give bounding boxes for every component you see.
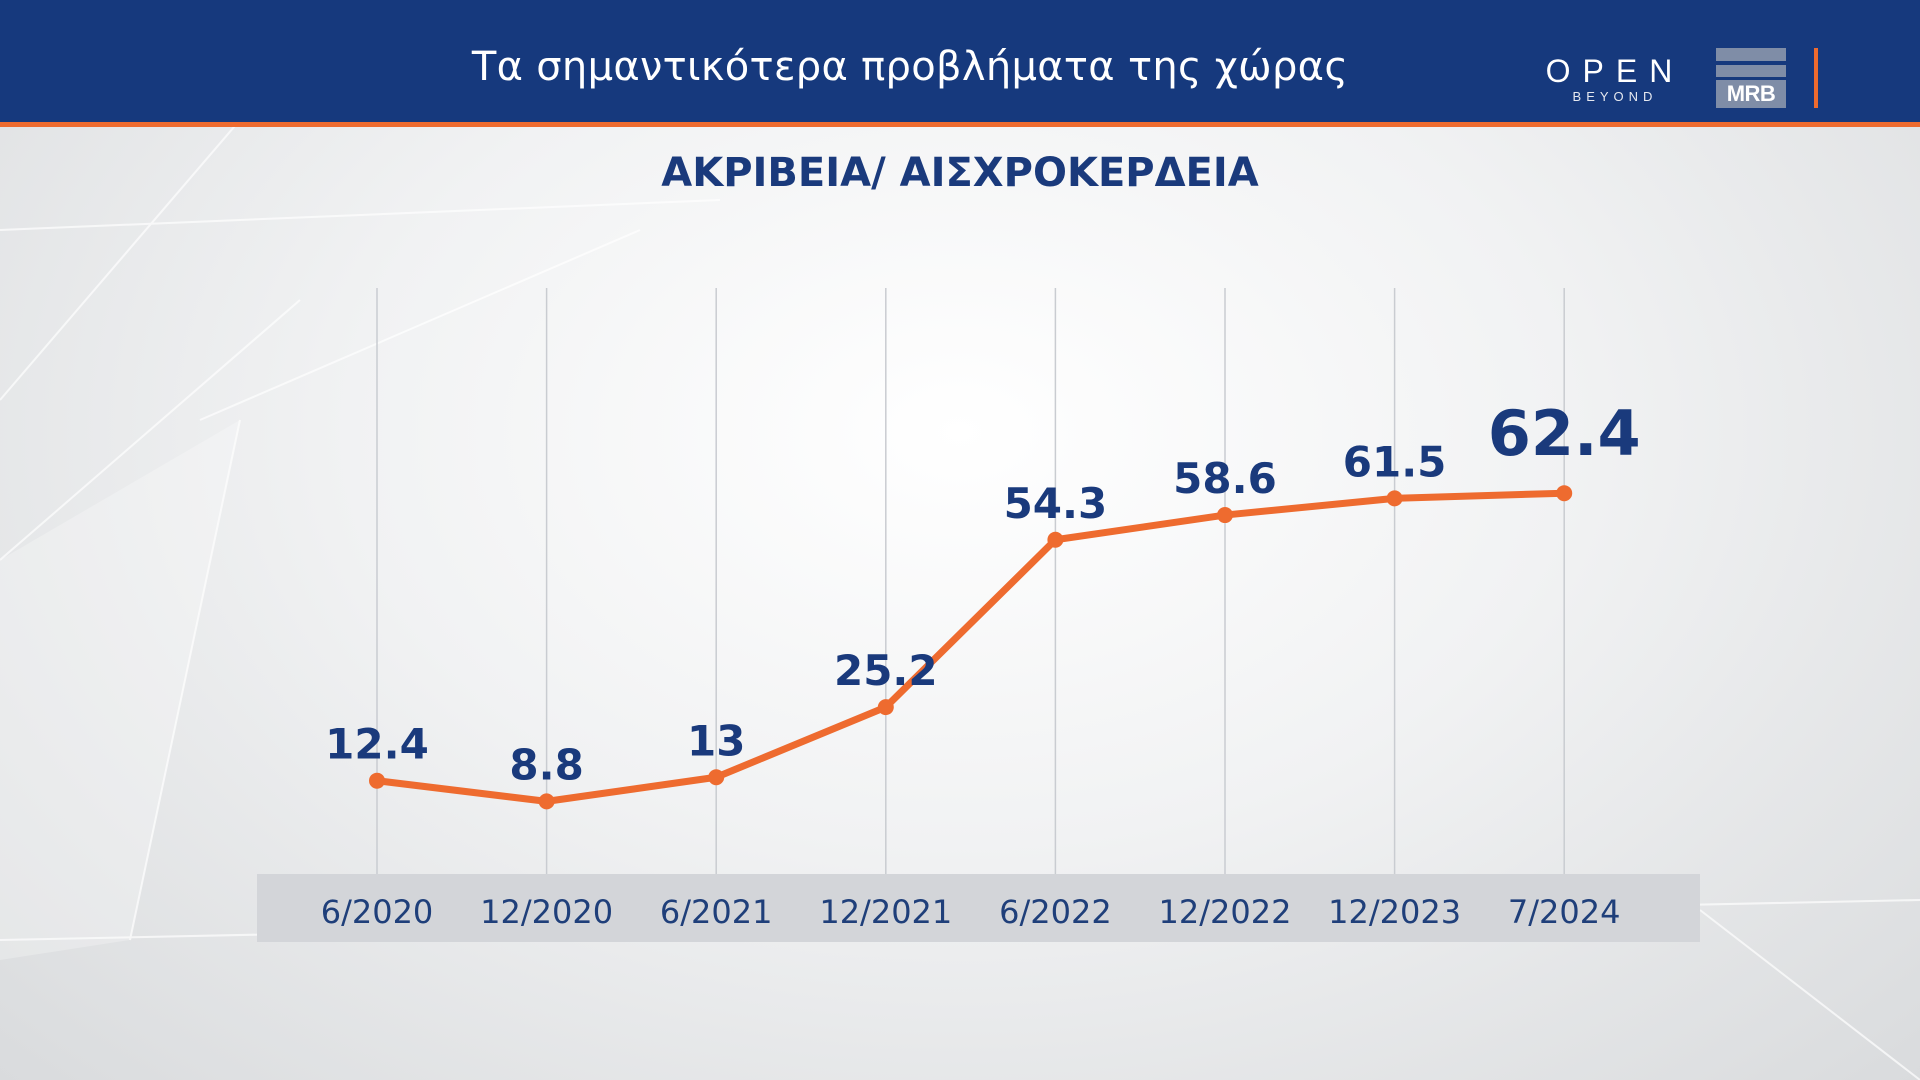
data-point (369, 772, 385, 789)
data-point (1386, 490, 1403, 507)
series-line (373, 489, 1568, 805)
open-logo-tagline: BEYOND (1572, 89, 1658, 104)
x-tick-label: 12/2023 (1328, 893, 1461, 931)
data-point (538, 793, 555, 810)
data-point (708, 769, 725, 786)
mrb-logo-bar (1716, 65, 1786, 77)
data-point (877, 699, 894, 716)
chart-title: ΑΚΡΙΒΕΙΑ/ ΑΙΣΧΡΟΚΕΡΔΕΙΑ (661, 150, 1259, 196)
x-tick-label: 6/2022 (999, 893, 1112, 931)
data-label: 61.5 (1343, 437, 1447, 486)
data-label: 12.4 (325, 720, 429, 769)
logo-divider (1814, 48, 1818, 108)
mrb-logo-text: MRB (1716, 80, 1786, 108)
header-bar (0, 0, 1920, 122)
x-tick-label: 7/2024 (1508, 893, 1621, 931)
data-label: 54.3 (1004, 479, 1108, 528)
x-tick-label: 12/2021 (819, 893, 952, 931)
open-beyond-logo: OPEN BEYOND (1545, 53, 1685, 107)
data-point (1556, 485, 1573, 502)
header-accent-line (0, 122, 1920, 127)
x-tick-label: 6/2020 (321, 893, 434, 931)
header-title: Τα σημαντικότερα προβλήματα της χώρας (471, 44, 1349, 90)
data-label: 25.2 (834, 646, 938, 695)
data-point (1047, 531, 1064, 548)
mrb-logo: MRB (1716, 48, 1786, 108)
x-tick-label: 12/2022 (1159, 893, 1292, 931)
x-axis-band (257, 874, 1700, 942)
data-label: 8.8 (509, 740, 583, 789)
x-tick-label: 6/2021 (660, 893, 773, 931)
data-label: 13 (687, 716, 745, 765)
mrb-logo-bar (1716, 48, 1786, 61)
open-logo-wordmark: OPEN (1545, 53, 1685, 89)
data-label: 62.4 (1488, 397, 1641, 470)
x-tick-label: 12/2020 (480, 893, 613, 931)
data-label: 58.6 (1173, 454, 1277, 503)
data-point (1217, 507, 1233, 524)
